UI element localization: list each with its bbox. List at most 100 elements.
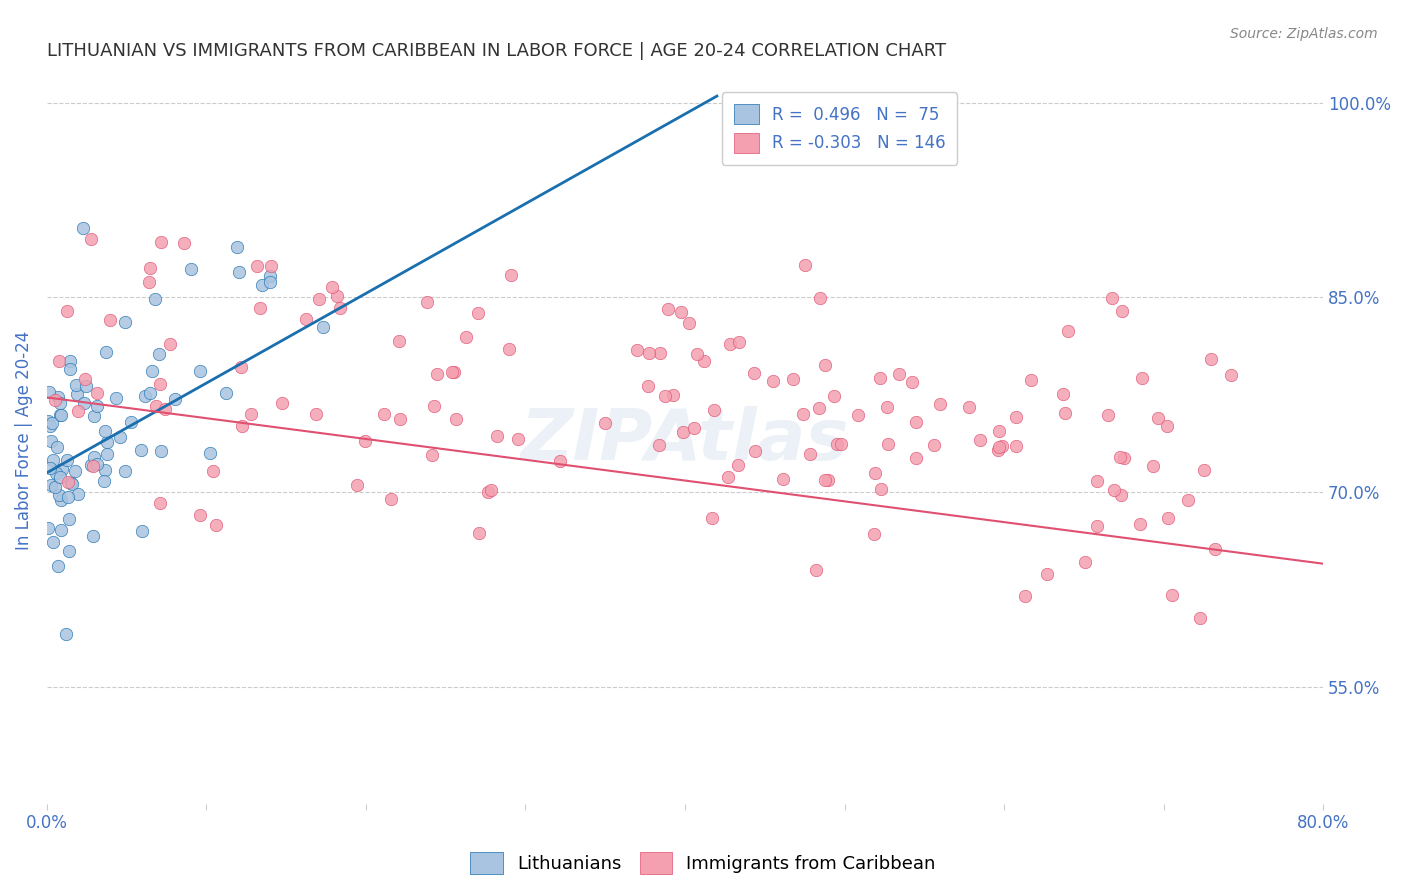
Point bbox=[416, 295, 439, 310]
Legend: Lithuanians, Immigrants from Caribbean: Lithuanians, Immigrants from Caribbean bbox=[461, 843, 945, 883]
Point bbox=[637, 379, 659, 393]
Point bbox=[969, 433, 991, 447]
Point bbox=[308, 292, 330, 306]
Point bbox=[1085, 475, 1108, 489]
Point bbox=[477, 484, 499, 499]
Point bbox=[250, 278, 273, 293]
Point bbox=[180, 261, 202, 276]
Point bbox=[83, 450, 105, 465]
Point bbox=[56, 453, 79, 467]
Point bbox=[373, 408, 395, 422]
Point bbox=[1161, 588, 1184, 602]
Point bbox=[37, 414, 59, 428]
Point bbox=[846, 409, 869, 423]
Point bbox=[869, 370, 891, 384]
Point bbox=[94, 424, 117, 438]
Point bbox=[1021, 373, 1043, 387]
Point bbox=[727, 458, 749, 472]
Point bbox=[486, 429, 509, 443]
Point bbox=[45, 466, 67, 480]
Point bbox=[441, 365, 464, 379]
Point bbox=[900, 375, 922, 389]
Point bbox=[58, 511, 80, 525]
Point bbox=[149, 376, 172, 391]
Point bbox=[295, 311, 318, 326]
Point bbox=[114, 315, 136, 329]
Point bbox=[1111, 304, 1133, 318]
Point bbox=[153, 402, 176, 417]
Point bbox=[60, 477, 83, 491]
Point bbox=[1035, 567, 1057, 582]
Point bbox=[326, 289, 349, 303]
Point bbox=[139, 386, 162, 401]
Point bbox=[772, 472, 794, 486]
Point bbox=[1146, 410, 1168, 425]
Point bbox=[215, 385, 238, 400]
Point bbox=[1109, 488, 1132, 502]
Point bbox=[37, 520, 59, 534]
Point bbox=[55, 626, 77, 640]
Point bbox=[240, 407, 263, 421]
Point bbox=[105, 391, 128, 405]
Point bbox=[59, 361, 82, 376]
Point bbox=[716, 470, 738, 484]
Point bbox=[1085, 519, 1108, 533]
Point bbox=[987, 442, 1010, 457]
Point bbox=[159, 337, 181, 351]
Point bbox=[58, 544, 80, 558]
Point bbox=[388, 334, 411, 349]
Point bbox=[73, 396, 96, 410]
Point bbox=[1156, 419, 1178, 434]
Point bbox=[1073, 555, 1095, 569]
Point bbox=[231, 419, 253, 434]
Point bbox=[1109, 450, 1132, 465]
Point bbox=[672, 425, 695, 439]
Point bbox=[823, 389, 845, 403]
Point bbox=[80, 232, 103, 246]
Point bbox=[321, 279, 343, 293]
Point bbox=[131, 524, 153, 538]
Point bbox=[420, 448, 443, 462]
Point bbox=[650, 345, 672, 359]
Point bbox=[49, 523, 72, 537]
Point bbox=[792, 407, 814, 421]
Point bbox=[141, 363, 163, 377]
Point bbox=[1129, 516, 1152, 531]
Point bbox=[1114, 450, 1136, 465]
Point bbox=[39, 434, 62, 448]
Point bbox=[508, 432, 530, 446]
Point bbox=[1157, 511, 1180, 525]
Point bbox=[991, 439, 1014, 453]
Point bbox=[889, 367, 911, 381]
Point bbox=[86, 457, 108, 471]
Point bbox=[479, 483, 502, 498]
Point bbox=[65, 378, 87, 392]
Point bbox=[671, 305, 693, 319]
Point bbox=[46, 390, 69, 404]
Point bbox=[876, 437, 898, 451]
Point bbox=[45, 440, 67, 454]
Point bbox=[762, 374, 785, 388]
Point bbox=[305, 408, 328, 422]
Point bbox=[814, 358, 837, 372]
Point bbox=[73, 372, 96, 386]
Point bbox=[454, 330, 477, 344]
Point bbox=[1014, 589, 1036, 603]
Point bbox=[148, 347, 170, 361]
Point bbox=[66, 387, 89, 401]
Point bbox=[270, 396, 292, 410]
Point bbox=[114, 464, 136, 478]
Point bbox=[744, 444, 766, 458]
Point bbox=[42, 453, 65, 467]
Point bbox=[259, 268, 281, 283]
Point bbox=[678, 316, 700, 330]
Point bbox=[904, 450, 927, 465]
Point bbox=[51, 462, 73, 476]
Point bbox=[700, 510, 723, 524]
Point bbox=[59, 353, 82, 368]
Point bbox=[110, 430, 132, 444]
Point bbox=[134, 389, 156, 403]
Point bbox=[312, 319, 335, 334]
Point bbox=[246, 259, 269, 273]
Point bbox=[1220, 368, 1243, 382]
